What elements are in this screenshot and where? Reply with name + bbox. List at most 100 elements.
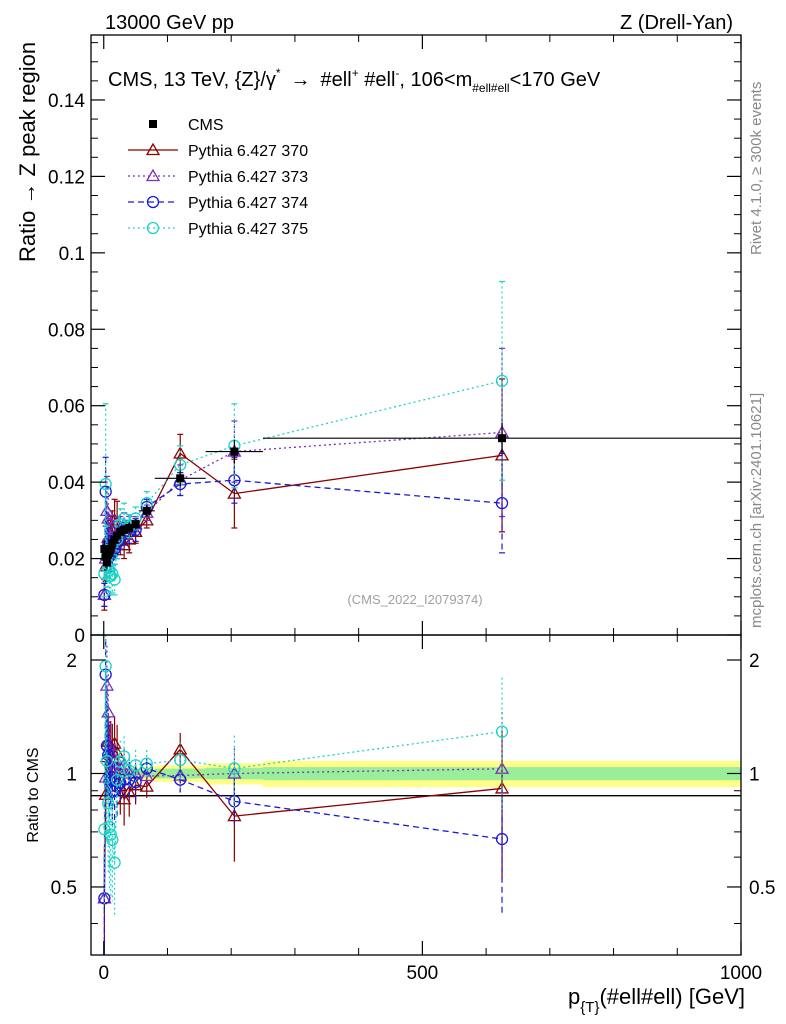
series-point-375 (99, 477, 112, 491)
ratio-plot-frame (90, 634, 742, 956)
ratio-point-375 (108, 856, 121, 869)
title-part: - (395, 66, 399, 80)
legend-marker-374 (146, 195, 160, 209)
y-tick-label: 0.06 (48, 397, 85, 418)
ratio-point-375 (495, 725, 509, 738)
ratio-point-375 (174, 753, 187, 767)
ratio-point-373 (139, 768, 154, 782)
ratio-point-374 (104, 771, 117, 784)
ratio-point-375 (106, 833, 119, 847)
series-point-375 (104, 569, 117, 582)
legend: CMS Pythia 6.427 370 Pythia 6.427 373 Pythi… (128, 117, 308, 238)
main-ticks-group: 0 0.02 0.04 0.06 0.08 0.1 0.12 0.14 (48, 42, 741, 647)
x-tick-label: 0 (98, 963, 109, 984)
ratio-point-374 (140, 762, 153, 775)
title-part: CMS, 13 TeV, {Z}/γ (108, 69, 276, 91)
ratio-point-374 (495, 832, 509, 846)
legend-label: Pythia 6.427 374 (188, 195, 308, 212)
y-tick-label: 0.1 (59, 244, 85, 265)
ratio-point-375 (228, 762, 241, 775)
series-line-370 (103, 452, 503, 595)
data-point-cms (125, 523, 134, 532)
ratio-line-373 (103, 685, 503, 899)
y-axis-label-ratio: Ratio to CMS (25, 747, 42, 842)
ratio-point-375 (117, 750, 131, 763)
ratio-plot-panel: 0.5 0.5 1 1 2 2 (51, 634, 775, 956)
data-point-cms (142, 506, 151, 515)
y-tick-label: 0.08 (48, 320, 85, 341)
data-point-cms (176, 474, 185, 483)
ratio-point-375 (140, 757, 153, 770)
ratio-tick-label-right: 0.5 (749, 878, 775, 899)
series-point-375 (108, 573, 121, 586)
ratio-tick-label: 0.5 (51, 878, 77, 899)
ratio-band-group (103, 760, 741, 788)
x-axis-ticks: 0 500 1000 (98, 35, 762, 984)
main-plot-panel: 0 0.02 0.04 0.06 0.08 0.1 0.12 0.14 (CMS_2022_I… (48, 34, 742, 647)
x-axis-label: p{T}(#ell#ell) [GeV] (568, 984, 745, 1016)
ratio-point-374 (100, 739, 114, 752)
ratio-point-375 (102, 797, 115, 810)
title-part: #ell (321, 69, 352, 91)
header-right-label: Z (Drell-Yan) (620, 12, 733, 34)
x-tick-label: 1000 (720, 963, 762, 984)
y-tick-label: 0.02 (48, 550, 85, 571)
y-tick-label: 0 (74, 626, 85, 647)
main-series-group (97, 280, 510, 611)
x-label-part: {T} (580, 999, 599, 1016)
ratio-tick-label: 1 (66, 764, 77, 785)
title-part: , 106<m (399, 69, 472, 91)
plot-title: CMS, 13 TeV, {Z}/γ* → #ell+ #ell-, 106<m#e… (108, 66, 601, 95)
title-part: <170 GeV (510, 69, 601, 91)
ratio-tick-label: 2 (66, 651, 77, 672)
ratio-line-375 (103, 666, 503, 863)
data-point-cms (498, 434, 507, 443)
legend-label: Pythia 6.427 373 (188, 169, 308, 186)
series-point-374 (495, 497, 509, 510)
analysis-watermark: (CMS_2022_I2079374) (347, 592, 482, 607)
data-point-cms (106, 545, 115, 554)
legend-label: Pythia 6.427 375 (188, 221, 308, 238)
data-point-cms (120, 525, 129, 534)
title-part: #ell#ell (472, 81, 509, 95)
legend-marker-375 (146, 221, 160, 235)
ratio-point-375 (100, 754, 114, 768)
series-point-370 (139, 513, 154, 526)
series-line-373 (103, 431, 503, 595)
series-point-375 (174, 458, 187, 472)
y-tick-label: 0.04 (48, 473, 85, 494)
ratio-line-374 (103, 674, 503, 899)
rivet-version-label: Rivet 4.1.0, ≥ 300k events (748, 82, 765, 255)
header-left-label: 13000 GeV pp (105, 12, 234, 34)
mcplots-label: mcplots.cern.ch [arXiv:2401.10621] (748, 393, 765, 628)
ratio-point-373 (99, 678, 115, 691)
ratio-point-375 (104, 828, 117, 841)
y-axis-label-main: Ratio → Z peak region (15, 42, 40, 262)
series-point-370 (173, 446, 188, 459)
legend-marker-cms (149, 120, 157, 128)
ratio-tick-label-right: 1 (749, 764, 760, 785)
legend-label: CMS (188, 117, 224, 134)
series-line-375 (103, 380, 503, 580)
y-tick-label: 0.14 (48, 91, 85, 112)
ratio-point-375 (110, 773, 124, 787)
ratio-point-370 (117, 791, 132, 805)
title-part: + (352, 66, 359, 80)
series-line-374 (103, 479, 503, 595)
legend-marker-373 (145, 168, 161, 182)
x-tick-label: 500 (407, 963, 439, 984)
legend-marker-370 (145, 142, 161, 156)
x-label-part: (#ell#ell) [GeV] (599, 984, 745, 1009)
main-data-group (100, 422, 741, 569)
ratio-series-group (97, 635, 510, 955)
y-tick-label: 0.12 (48, 167, 85, 188)
data-point-cms (230, 447, 239, 456)
ratio-point-375 (99, 659, 112, 673)
data-point-cms (100, 545, 109, 554)
ratio-point-375 (103, 820, 116, 834)
ratio-point-370 (139, 779, 154, 792)
x-label-part: p (568, 984, 580, 1009)
title-part: #ell (359, 69, 396, 91)
data-point-cms (102, 558, 111, 567)
series-point-375 (106, 567, 119, 581)
